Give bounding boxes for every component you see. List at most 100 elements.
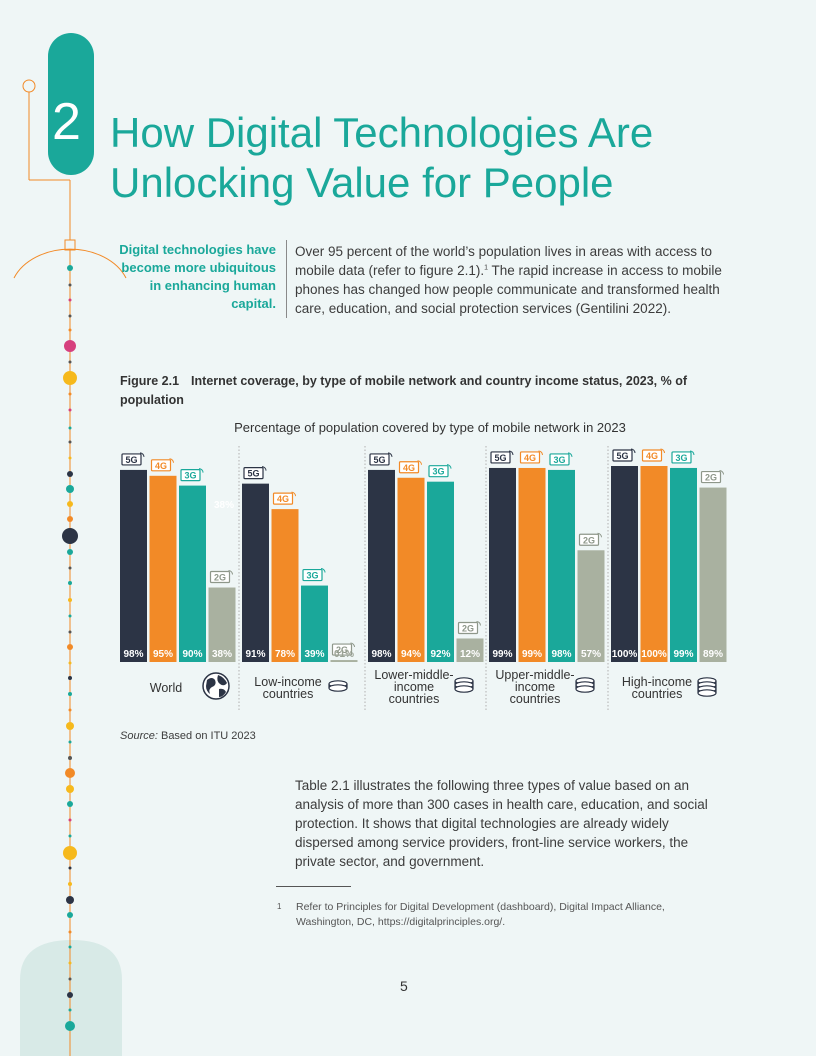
- value-label: 92%: [430, 649, 450, 660]
- group-label: World: [150, 681, 182, 695]
- network-badge: [457, 621, 479, 635]
- network-badge-label: 3G: [675, 453, 687, 463]
- signal-icon: [567, 452, 573, 458]
- network-badge-label: 3G: [553, 455, 565, 465]
- footnote-mark: 1: [277, 902, 282, 911]
- value-label: 12%: [460, 649, 480, 660]
- value-label: 39%: [304, 649, 324, 660]
- bar-4g: [518, 467, 546, 662]
- network-badge-label: 2G: [583, 535, 595, 545]
- value-label: 89%: [703, 649, 723, 660]
- value-label: 57%: [581, 649, 601, 660]
- bar-4g: [149, 475, 177, 662]
- network-badge: [209, 570, 231, 584]
- network-badge-label: 4G: [403, 463, 415, 473]
- timeline-dot: [68, 676, 72, 680]
- timeline-dot: [63, 846, 77, 860]
- value-label: 100%: [612, 649, 638, 660]
- footnote-divider: [276, 886, 351, 887]
- value-label: 01%: [334, 649, 354, 660]
- timeline-arc: [13, 248, 127, 279]
- signal-icon: [417, 460, 422, 465]
- timeline-dot: [68, 1008, 72, 1012]
- network-badge: [641, 449, 663, 462]
- bar-3g: [427, 481, 454, 662]
- footnote-text: Refer to Principles for Digital Developm…: [296, 901, 665, 928]
- bar-4g: [640, 466, 668, 662]
- network-badge: [150, 459, 172, 472]
- signal-icon: [719, 470, 724, 475]
- intro-text: Over 95 percent of the world’s populatio…: [295, 244, 712, 278]
- group-label: countries: [510, 692, 561, 706]
- timeline-dot: [67, 549, 73, 555]
- timeline-dot: [68, 456, 72, 460]
- network-badge-label: 4G: [646, 451, 658, 461]
- timeline-dot: [66, 785, 74, 793]
- timeline-dot: [68, 440, 72, 444]
- timeline-dot: [65, 1021, 75, 1031]
- timeline-dot: [68, 283, 72, 287]
- timeline-dot: [68, 566, 72, 570]
- network-badge: [549, 453, 570, 466]
- timeline-dot: [68, 392, 72, 396]
- timeline-dot: [68, 408, 72, 412]
- chart-title: Percentage of population covered by type…: [234, 420, 626, 435]
- timeline-dot: [68, 756, 72, 760]
- network-badge-label: 5G: [616, 451, 628, 461]
- coin-stack-icon: [454, 677, 474, 693]
- source-label: Source:: [120, 730, 158, 742]
- bar-5g: [611, 466, 638, 662]
- value-label: 98%: [371, 649, 391, 660]
- signal-icon: [476, 620, 481, 626]
- timeline-dot: [63, 371, 77, 385]
- timeline-dot: [66, 896, 74, 904]
- value-label: 99%: [492, 649, 512, 660]
- signal-icon: [320, 568, 326, 573]
- value-label: 100%: [641, 649, 667, 660]
- signal-icon: [169, 458, 174, 463]
- network-badge-label: 4G: [155, 461, 167, 471]
- timeline-dot: [68, 630, 72, 634]
- network-badge: [398, 461, 420, 474]
- value-label: 91%: [245, 649, 265, 660]
- signal-icon: [660, 448, 665, 454]
- signal-icon: [630, 448, 636, 454]
- timeline-dot: [68, 692, 72, 696]
- signal-icon: [597, 532, 602, 538]
- network-badge: [671, 451, 692, 464]
- signal-icon: [139, 452, 145, 458]
- figure-source: Source: Based on ITU 2023: [120, 730, 256, 742]
- timeline-dot: [68, 298, 72, 302]
- bar-group: 5G 99% 4G 99% 3G 98% 2G 57% Upper-middle-incomec…: [485, 446, 605, 712]
- intro-text-continued: The rapid increase in access to mobile p…: [295, 263, 722, 316]
- timeline-dot: [68, 314, 72, 318]
- decorative-arch: [20, 940, 122, 1056]
- timeline-dot: [68, 945, 72, 949]
- network-badge: [428, 465, 449, 478]
- source-text: Based on ITU 2023: [157, 730, 256, 742]
- value-label: 94%: [401, 649, 421, 660]
- value-label: 98%: [551, 649, 571, 660]
- timeline-dot: [65, 768, 75, 778]
- network-badge-label: 4G: [277, 494, 289, 504]
- network-badge: [272, 492, 294, 505]
- signal-icon: [291, 491, 296, 497]
- signal-icon: [387, 452, 393, 458]
- globe-icon: [202, 672, 230, 700]
- network-badge: [578, 533, 600, 546]
- bar-3g: [548, 469, 575, 662]
- value-label: 38%: [212, 649, 232, 660]
- timeline-dot: [68, 360, 72, 364]
- network-badge-label: 4G: [524, 453, 536, 463]
- network-badge: [302, 568, 323, 582]
- network-badge: [490, 451, 511, 464]
- timeline-dot: [68, 930, 72, 934]
- footnote-reference[interactable]: 1: [484, 264, 488, 272]
- network-badge-label: 3G: [306, 571, 318, 581]
- group-label: income: [515, 680, 555, 694]
- network-badge-label: 5G: [247, 469, 259, 479]
- timeline-dot: [67, 801, 73, 807]
- group-label: Low-income: [254, 675, 321, 689]
- bar-2g: [699, 487, 727, 662]
